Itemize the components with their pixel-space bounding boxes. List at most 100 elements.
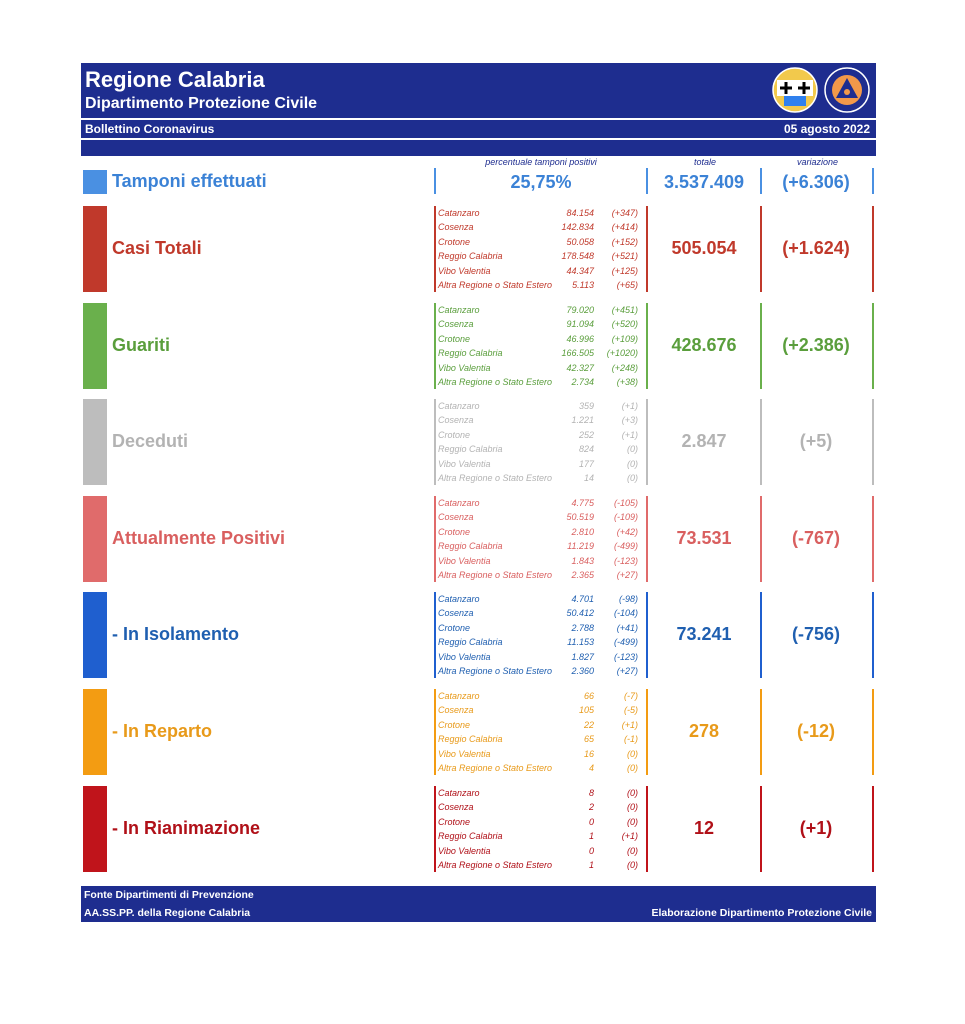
- province-name: Catanzaro: [438, 208, 480, 218]
- province-delta: (+1): [621, 831, 638, 842]
- divider: [872, 303, 874, 389]
- province-delta: (+3): [621, 415, 638, 426]
- province-table: Catanzaro 359 (+1) Cosenza 1.221 (+3) Crotone 2…: [438, 399, 646, 485]
- province-name: Cosenza: [438, 512, 474, 523]
- province-row: Vibo Valentia 16 (0): [438, 747, 646, 761]
- logos: [772, 67, 870, 113]
- province-row: Reggio Calabria 65 (-1): [438, 732, 646, 746]
- divider: [434, 689, 436, 775]
- divider: [646, 689, 648, 775]
- province-value: 178.548: [561, 251, 594, 262]
- bulletin-bar: Bollettino Coronavirus 05 agosto 2022: [81, 120, 876, 138]
- province-value: 252: [578, 429, 594, 440]
- province-value: 2: [588, 802, 594, 813]
- divider: [760, 168, 762, 194]
- province-name: Crotone: [438, 236, 471, 247]
- province-value: 166.505: [561, 348, 594, 359]
- footer-source-line1: Fonte Dipartimenti di Prevenzione: [84, 889, 254, 901]
- province-name: Cosenza: [438, 415, 474, 426]
- tamponi-label: Tamponi effettuati: [112, 171, 267, 191]
- province-name: Altra Regione o Stato Estero: [438, 762, 553, 773]
- province-row: Reggio Calabria 166.505 (+1020): [438, 346, 646, 360]
- divider: [646, 168, 648, 194]
- province-value: 14: [583, 472, 594, 483]
- province-name: Cosenza: [438, 608, 474, 619]
- province-delta: (+41): [616, 622, 638, 633]
- province-table: Catanzaro 79.020 (+451) Cosenza 91.094 (+520)…: [438, 303, 646, 389]
- province-row: Reggio Calabria 178.548 (+521): [438, 249, 646, 263]
- province-name: Altra Regione o Stato Estero: [438, 279, 553, 290]
- province-delta: (-7): [624, 691, 638, 701]
- province-value: 65: [583, 734, 594, 745]
- divider: [760, 786, 762, 872]
- province-delta: (-98): [618, 594, 638, 604]
- province-value: 359: [578, 401, 594, 411]
- divider: [434, 399, 436, 485]
- province-row: Vibo Valentia 1.843 (-123): [438, 554, 646, 568]
- divider: [646, 592, 648, 678]
- province-row: Altra Regione o Stato Estero 2.734 (+38): [438, 375, 646, 389]
- section-label: Casi Totali: [112, 238, 202, 258]
- province-name: Cosenza: [438, 802, 474, 813]
- province-name: Reggio Calabria: [438, 348, 503, 359]
- province-row: Crotone 0 (0): [438, 815, 646, 829]
- province-delta: (-5): [624, 705, 638, 716]
- province-delta: (+248): [611, 362, 638, 373]
- section-label: - In Rianimazione: [112, 818, 261, 838]
- province-row: Vibo Valentia 44.347 (+125): [438, 264, 646, 278]
- province-delta: (0): [627, 748, 638, 759]
- province-row: Crotone 2.810 (+42): [438, 525, 646, 539]
- province-delta: (+451): [611, 305, 638, 315]
- province-value: 66: [583, 691, 594, 701]
- divider: [434, 168, 436, 194]
- province-row: Crotone 46.996 (+109): [438, 332, 646, 346]
- province-row: Cosenza 91.094 (+520): [438, 317, 646, 331]
- section-label: Deceduti: [112, 431, 189, 451]
- section-total: 73.241: [676, 624, 732, 644]
- footer-source-line2: AA.SS.PP. della Regione Calabria: [84, 907, 251, 919]
- province-delta: (-123): [613, 651, 638, 662]
- province-name: Cosenza: [438, 319, 474, 330]
- province-delta: (-109): [613, 512, 638, 523]
- province-delta: (+42): [616, 526, 638, 537]
- province-name: Crotone: [438, 816, 471, 827]
- regione-calabria-crest-icon: [772, 67, 818, 113]
- province-name: Cosenza: [438, 222, 474, 233]
- province-value: 4.701: [571, 594, 594, 604]
- province-value: 42.327: [566, 362, 594, 373]
- province-name: Cosenza: [438, 705, 474, 716]
- province-row: Crotone 252 (+1): [438, 428, 646, 442]
- divider: [872, 399, 874, 485]
- province-table: Catanzaro 84.154 (+347) Cosenza 142.834 (+414…: [438, 206, 646, 292]
- divider: [872, 168, 874, 194]
- divider: [872, 592, 874, 678]
- province-delta: (-104): [613, 608, 638, 619]
- province-value: 4.775: [571, 498, 594, 508]
- tamponi-swatch: [83, 170, 107, 194]
- province-value: 46.996: [566, 333, 594, 344]
- province-row: Cosenza 142.834 (+414): [438, 220, 646, 234]
- divider: [760, 496, 762, 582]
- province-delta: (+1): [621, 719, 638, 730]
- bulletin-title: Bollettino Coronavirus: [85, 122, 215, 136]
- section-variation: (+1.624): [782, 238, 850, 258]
- section-label: - In Isolamento: [112, 624, 240, 644]
- province-row: Catanzaro 84.154 (+347): [438, 206, 646, 220]
- tamponi-total: 3.537.409: [663, 172, 745, 192]
- province-row: Reggio Calabria 11.219 (-499): [438, 539, 646, 553]
- footer-banner: Fonte Dipartimenti di Prevenzione AA.SS.…: [81, 886, 876, 922]
- province-value: 11.153: [567, 637, 594, 648]
- province-name: Reggio Calabria: [438, 637, 503, 648]
- province-delta: (+1): [621, 429, 638, 440]
- province-value: 50.519: [566, 512, 594, 523]
- province-delta: (+38): [616, 376, 638, 387]
- province-row: Vibo Valentia 42.327 (+248): [438, 361, 646, 375]
- section-swatch: [83, 786, 107, 872]
- province-delta: (0): [627, 762, 638, 773]
- province-row: Altra Regione o Stato Estero 14 (0): [438, 471, 646, 485]
- province-delta: (+65): [616, 279, 638, 290]
- divider: [760, 399, 762, 485]
- divider: [872, 206, 874, 292]
- footer-credit: Elaborazione Dipartimento Protezione Civ…: [651, 907, 872, 919]
- province-row: Reggio Calabria 824 (0): [438, 442, 646, 456]
